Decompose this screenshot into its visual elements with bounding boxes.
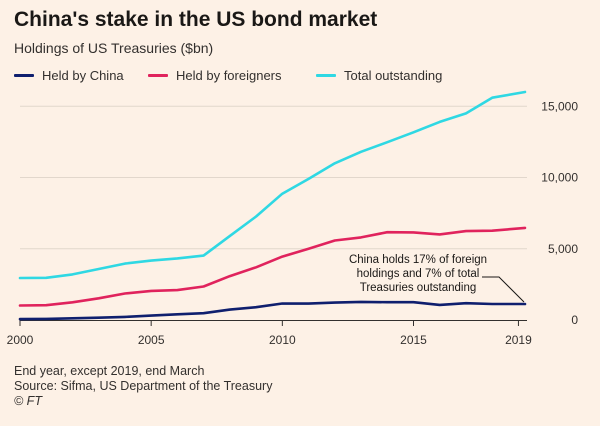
axis-layer: 0 5,000 10,000 15,000 2000 2005 2010 2015 2019 [7,99,579,347]
series-line-foreigners [18,226,527,307]
footer-note: End year, except 2019, end March [14,364,205,378]
annotation-text-line: holdings and 7% of total [357,268,480,280]
legend-label-foreigners: Held by foreigners [176,68,282,83]
footer: End year, except 2019, end March Source:… [14,364,272,409]
y-tick-label: 0 [571,313,578,327]
legend-item-foreigners: Held by foreigners [148,68,282,83]
legend-swatch-foreigners [148,74,168,77]
legend-item-china: Held by China [14,68,124,83]
grid-layer [20,105,527,250]
y-tick-label: 15,000 [541,99,578,113]
x-tick-label: 2000 [7,333,34,347]
annotation-text-line: Treasuries outstanding [360,282,477,294]
annotation-leader-line [482,276,525,303]
y-tick-label: 10,000 [541,171,578,185]
chart-title: China's stake in the US bond market [14,8,378,31]
legend-label-total: Total outstanding [344,68,443,83]
legend-label-china: Held by China [42,68,124,83]
chart-subtitle: Holdings of US Treasuries ($bn) [14,40,214,56]
footer-credit: © FT [14,394,42,408]
legend-item-total: Total outstanding [316,68,442,83]
annotation-layer: China holds 17% of foreign holdings and 7… [349,254,525,303]
x-tick-label: 2005 [138,333,165,347]
footer-source: Source: Sifma, US Department of the Trea… [14,379,273,393]
x-tick-label: 2019 [505,333,532,347]
legend-swatch-total [316,74,336,77]
series-line-total [18,90,527,280]
legend-swatch-china [14,74,34,77]
x-tick-label: 2010 [269,333,296,347]
series-layer [18,90,527,321]
y-tick-label: 5,000 [548,242,578,256]
annotation-text-line: China holds 17% of foreign [349,254,487,266]
series-line-china [18,300,527,321]
x-tick-label: 2015 [400,333,427,347]
